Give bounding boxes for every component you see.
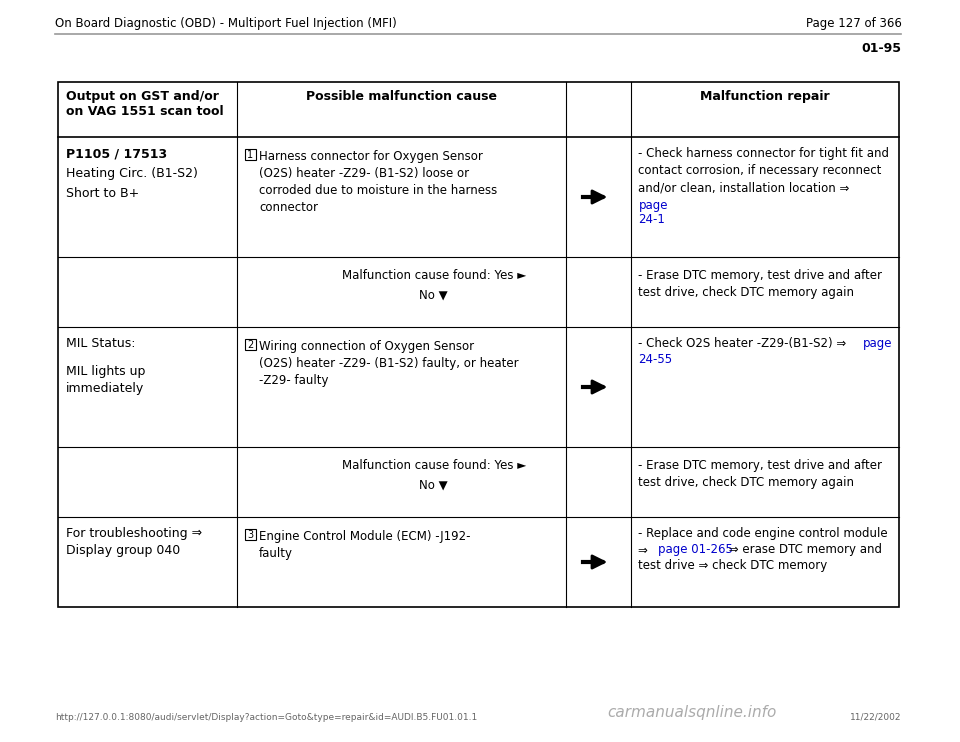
Text: Malfunction repair: Malfunction repair (700, 90, 829, 103)
Text: Output on GST and/or
on VAG 1551 scan tool: Output on GST and/or on VAG 1551 scan to… (65, 90, 224, 118)
Bar (58, 82, 900, 607)
Text: 3: 3 (248, 530, 253, 539)
Text: page 01-265: page 01-265 (659, 543, 733, 556)
Text: Malfunction cause found: Yes ►: Malfunction cause found: Yes ► (342, 269, 526, 282)
Text: - Replace and code engine control module
⇒: - Replace and code engine control module… (638, 527, 888, 557)
Text: http://127.0.0.1:8080/audi/servlet/Display?action=Goto&type=repair&id=AUDI.B5.FU: http://127.0.0.1:8080/audi/servlet/Displ… (55, 713, 477, 722)
Text: test drive ⇒ check DTC memory: test drive ⇒ check DTC memory (638, 559, 828, 572)
Text: MIL Status:: MIL Status: (65, 337, 135, 350)
Text: - Check harness connector for tight fit and
contact corrosion, if necessary reco: - Check harness connector for tight fit … (638, 147, 890, 194)
Bar (245, 149, 256, 160)
Text: On Board Diagnostic (OBD) - Multiport Fuel Injection (MFI): On Board Diagnostic (OBD) - Multiport Fu… (55, 17, 396, 30)
Text: Engine Control Module (ECM) -J192-
faulty: Engine Control Module (ECM) -J192- fault… (259, 530, 470, 560)
Text: Heating Circ. (B1-S2): Heating Circ. (B1-S2) (65, 167, 198, 180)
Text: Short to B+: Short to B+ (65, 187, 139, 200)
Text: 24-1: 24-1 (638, 213, 665, 226)
Text: - Erase DTC memory, test drive and after
test drive, check DTC memory again: - Erase DTC memory, test drive and after… (638, 459, 882, 489)
Text: Page 127 of 366: Page 127 of 366 (805, 17, 901, 30)
Text: page: page (863, 337, 892, 350)
Text: page: page (638, 199, 668, 212)
Text: P1105 / 17513: P1105 / 17513 (65, 147, 167, 160)
Text: No ▼: No ▼ (420, 479, 448, 492)
Text: 24-55: 24-55 (638, 353, 673, 366)
Text: 1: 1 (248, 149, 253, 160)
Text: Harness connector for Oxygen Sensor
(O2S) heater -Z29- (B1-S2) loose or
corroded: Harness connector for Oxygen Sensor (O2S… (259, 150, 497, 214)
Text: For troubleshooting ⇒
Display group 040: For troubleshooting ⇒ Display group 040 (65, 527, 202, 557)
Text: - Check O2S heater -Z29-(B1-S2) ⇒: - Check O2S heater -Z29-(B1-S2) ⇒ (638, 337, 851, 350)
Bar (245, 339, 256, 350)
Text: 2: 2 (248, 340, 253, 349)
Text: MIL lights up
immediately: MIL lights up immediately (65, 365, 145, 395)
Text: No ▼: No ▼ (420, 289, 448, 302)
Text: carmanualsqnline.info: carmanualsqnline.info (608, 705, 777, 720)
Bar (245, 529, 256, 540)
Text: 11/22/2002: 11/22/2002 (850, 713, 901, 722)
Text: Malfunction cause found: Yes ►: Malfunction cause found: Yes ► (342, 459, 526, 472)
Text: 01-95: 01-95 (861, 42, 901, 55)
Text: Wiring connection of Oxygen Sensor
(O2S) heater -Z29- (B1-S2) faulty, or heater
: Wiring connection of Oxygen Sensor (O2S)… (259, 340, 518, 387)
Text: ⇒ erase DTC memory and: ⇒ erase DTC memory and (725, 543, 882, 556)
Text: - Erase DTC memory, test drive and after
test drive, check DTC memory again: - Erase DTC memory, test drive and after… (638, 269, 882, 299)
Text: Possible malfunction cause: Possible malfunction cause (306, 90, 497, 103)
